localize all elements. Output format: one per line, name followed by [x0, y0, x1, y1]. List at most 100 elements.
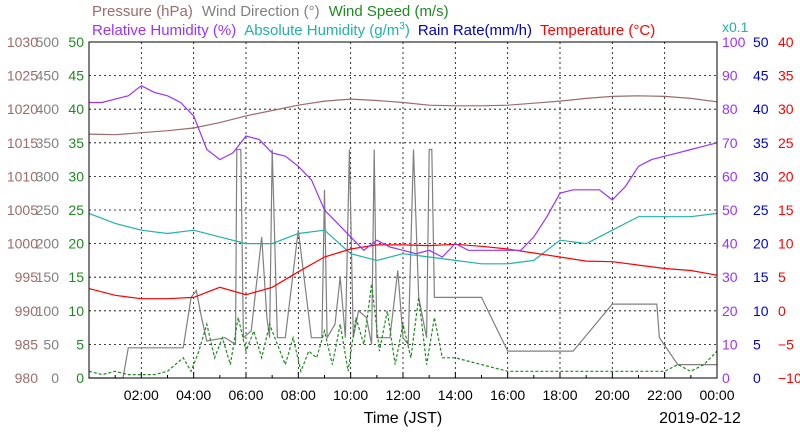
tick-pressure-hpa: 1025 [7, 68, 38, 84]
tick-wind-speed-m-s: 0 [76, 370, 84, 386]
right-axes: 1009080706050403020100504540353025201510… [722, 34, 800, 386]
tick-wind-direction: 250 [36, 202, 60, 218]
tick-rain-rate-mm-h: 20 [753, 236, 769, 252]
x-tick-label: 22:00 [647, 387, 682, 403]
tick-wind-direction: 150 [36, 269, 60, 285]
tick-temperature-c: 30 [778, 101, 794, 117]
legend-rain-rate-mm-h: Rain Rate(mm/h) [418, 22, 532, 39]
tick-wind-speed-m-s: 45 [68, 68, 84, 84]
tick-pressure-hpa: 995 [15, 269, 39, 285]
tick-wind-speed-m-s: 5 [76, 336, 84, 352]
tick-pressure-hpa: 985 [15, 336, 39, 352]
series-wind-speed-m-s [88, 283, 718, 376]
tick-relative-humidity: 90 [722, 68, 738, 84]
tick-relative-humidity: 60 [722, 168, 738, 184]
series-relative-humidity [89, 84, 718, 258]
tick-pressure-hpa: 1005 [7, 202, 38, 218]
tick-rain-rate-mm-h: 0 [753, 370, 761, 386]
scale-note: x0.1 [722, 19, 749, 35]
tick-pressure-hpa: 980 [15, 370, 39, 386]
tick-relative-humidity: 70 [722, 135, 738, 151]
tick-relative-humidity: 30 [722, 269, 738, 285]
x-tick-label: 20:00 [595, 387, 630, 403]
tick-wind-direction: 500 [36, 34, 60, 50]
legend-absolute-humidity-g-m: Absolute Humidity (g/m [244, 22, 399, 39]
tick-temperature-c: 10 [778, 236, 794, 252]
x-tick-label: 00:00 [699, 387, 734, 403]
tick-wind-direction: 50 [43, 336, 59, 352]
x-tick-label: 18:00 [542, 387, 577, 403]
tick-rain-rate-mm-h: 5 [753, 336, 761, 352]
tick-wind-speed-m-s: 35 [68, 135, 84, 151]
legend-close-paren: ) [405, 22, 410, 39]
x-tick-label: 04:00 [176, 387, 211, 403]
tick-wind-direction: 400 [36, 101, 60, 117]
legend-temperature-c: Temperature (°C) [540, 22, 655, 39]
tick-temperature-c: −10 [778, 370, 800, 386]
tick-rain-rate-mm-h: 10 [753, 303, 769, 319]
plot-grid [89, 42, 717, 378]
x-tick-label: 10:00 [333, 387, 368, 403]
tick-relative-humidity: 100 [722, 34, 746, 50]
tick-wind-speed-m-s: 50 [68, 34, 84, 50]
tick-pressure-hpa: 1010 [7, 168, 38, 184]
legend-wind-speed-m-s: Wind Speed (m/s) [329, 3, 449, 20]
x-tick-label: 16:00 [490, 387, 525, 403]
tick-pressure-hpa: 1015 [7, 135, 38, 151]
legend-row-2: Relative Humidity (%) Absolute Humidity (… [92, 21, 655, 39]
tick-pressure-hpa: 1020 [7, 101, 38, 117]
tick-wind-speed-m-s: 15 [68, 269, 84, 285]
x-tick-label: 12:00 [385, 387, 420, 403]
tick-pressure-hpa: 1030 [7, 34, 38, 50]
tick-pressure-hpa: 990 [15, 303, 39, 319]
tick-wind-speed-m-s: 20 [68, 236, 84, 252]
tick-wind-direction: 300 [36, 168, 60, 184]
tick-temperature-c: 40 [778, 34, 794, 50]
tick-temperature-c: 25 [778, 135, 794, 151]
series-pressure-hpa [88, 95, 718, 136]
legend-relative-humidity: Relative Humidity (%) [92, 22, 236, 39]
x-tick-label: 08:00 [281, 387, 316, 403]
tick-wind-direction: 200 [36, 236, 60, 252]
tick-wind-speed-m-s: 30 [68, 168, 84, 184]
tick-relative-humidity: 0 [722, 370, 730, 386]
tick-rain-rate-mm-h: 30 [753, 168, 769, 184]
series-layer [88, 84, 718, 379]
tick-wind-speed-m-s: 10 [68, 303, 84, 319]
tick-pressure-hpa: 1000 [7, 236, 38, 252]
x-axis-ticks: 02:00 04:00 06:00 08:00 10:00 12:00 14:00 16:00… [88, 372, 735, 403]
series-absolute-humidity-g-m3 [88, 212, 718, 265]
x-tick-label: 06:00 [228, 387, 263, 403]
tick-temperature-c: 0 [778, 303, 786, 319]
tick-rain-rate-mm-h: 25 [753, 202, 769, 218]
tick-temperature-c: 20 [778, 168, 794, 184]
tick-temperature-c: 35 [778, 68, 794, 84]
legend-superscript: 3 [399, 21, 405, 32]
tick-wind-speed-m-s: 40 [68, 101, 84, 117]
x-axis-label: Time (JST) [364, 410, 443, 427]
date-label: 2019-02-12 [659, 410, 741, 427]
tick-temperature-c: −5 [778, 336, 794, 352]
tick-temperature-c: 15 [778, 202, 794, 218]
tick-wind-direction: 0 [51, 370, 59, 386]
x-tick-label: 14:00 [438, 387, 473, 403]
tick-wind-direction: 350 [36, 135, 60, 151]
tick-rain-rate-mm-h: 45 [753, 68, 769, 84]
tick-relative-humidity: 50 [722, 202, 738, 218]
series-wind-direction [89, 148, 717, 379]
tick-wind-direction: 450 [36, 68, 60, 84]
tick-temperature-c: 5 [778, 269, 786, 285]
legend-wind-direction: Wind Direction (°) [202, 3, 320, 20]
legend-row-1: Pressure (hPa) Wind Direction (°) Wind Spe… [92, 3, 449, 20]
x-tick-label: 02:00 [124, 387, 159, 403]
tick-rain-rate-mm-h: 15 [753, 269, 769, 285]
tick-relative-humidity: 20 [722, 303, 738, 319]
tick-relative-humidity: 40 [722, 236, 738, 252]
tick-relative-humidity: 80 [722, 101, 738, 117]
tick-rain-rate-mm-h: 40 [753, 101, 769, 117]
left-axes: 1030102510201015101010051000995990985980… [7, 34, 84, 386]
tick-rain-rate-mm-h: 50 [753, 34, 769, 50]
legend-pressure-hpa: Pressure (hPa) [92, 3, 193, 20]
tick-wind-direction: 100 [36, 303, 60, 319]
